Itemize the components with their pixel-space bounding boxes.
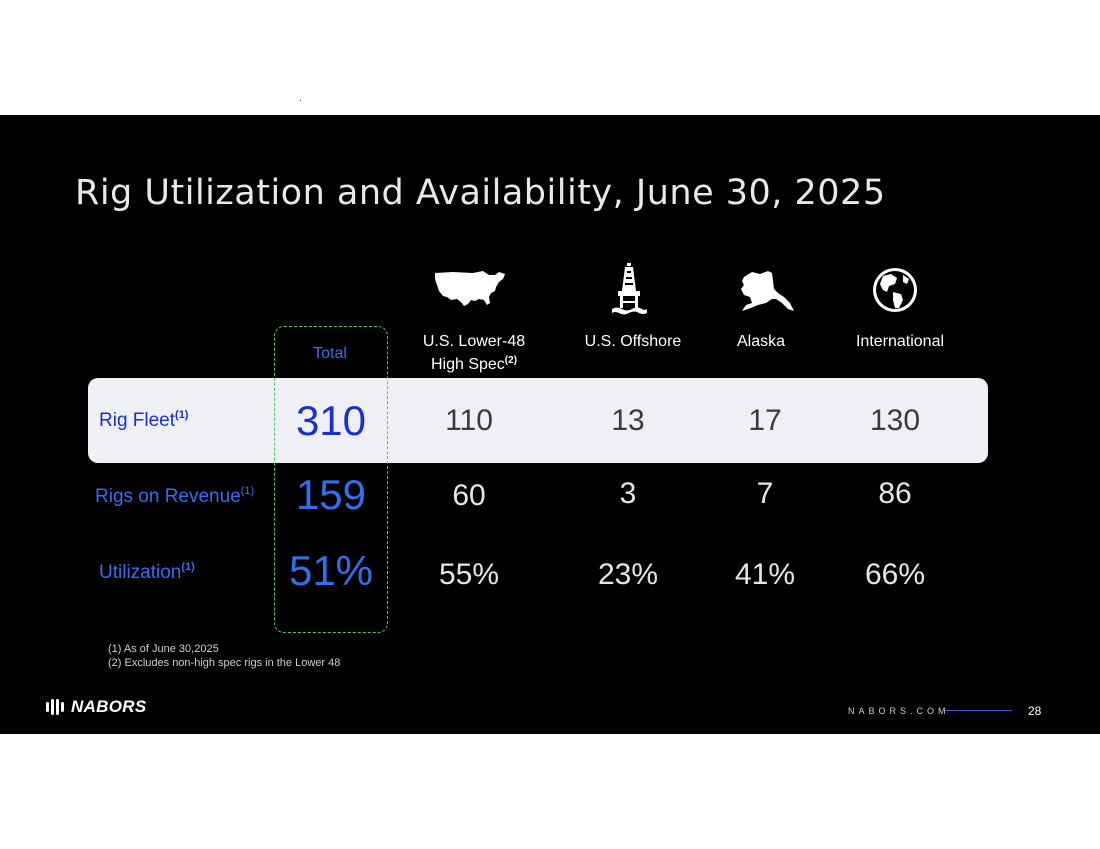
row-label-utilization: Utilization(1) — [99, 561, 195, 584]
column-alaska-header: Alaska — [736, 333, 786, 350]
offshore-rig-icon — [612, 263, 647, 315]
rigs-on-revenue-international: 86 — [878, 477, 912, 510]
utilization-label-text: Utilization — [99, 562, 182, 583]
rigs-on-revenue-label-text: Rigs on Revenue — [95, 486, 241, 507]
footnote-2: (2) Excludes non-high spec rigs in the L… — [108, 657, 341, 669]
globe-icon — [873, 268, 917, 312]
rigs-on-revenue-total: 159 — [295, 471, 367, 518]
alaska-map-icon — [741, 271, 794, 311]
rig-fleet-total: 310 — [295, 397, 367, 444]
utilization-total: 51% — [288, 547, 374, 594]
column-lower48-line1: U.S. Lower-48 — [422, 333, 526, 350]
column-lower48-header: U.S. Lower-48 High Spec(2) — [394, 332, 554, 374]
utilization-international: 66% — [864, 558, 926, 591]
nabors-logo-mark-icon — [46, 699, 64, 715]
utilization-alaska: 41% — [734, 558, 796, 591]
footer-accent-line — [945, 710, 1012, 711]
row-label-rigs-on-revenue: Rigs on Revenue(1) — [95, 485, 254, 508]
footnote-ref: (2) — [504, 355, 518, 366]
nabors-logo: NABORS — [46, 697, 146, 717]
rig-fleet-alaska: 17 — [748, 404, 782, 437]
rig-fleet-label-text: Rig Fleet — [99, 410, 176, 431]
usa-map-icon — [435, 271, 505, 306]
rig-fleet-offshore: 13 — [611, 404, 645, 437]
website-label: NABORS.COM — [848, 706, 950, 716]
column-lower48-line2: High Spec — [430, 356, 505, 373]
rigs-on-revenue-alaska: 7 — [756, 477, 774, 510]
stray-mark — [300, 100, 301, 101]
slide-title: Rig Utilization and Availability, June 3… — [75, 173, 886, 213]
utilization-lower48: 55% — [438, 558, 500, 591]
page-number: 28 — [1028, 704, 1042, 718]
footnote-1: (1) As of June 30,2025 — [108, 643, 219, 655]
row-label-rig-fleet: Rig Fleet(1) — [99, 409, 188, 432]
rigs-on-revenue-offshore: 3 — [619, 477, 637, 510]
total-column-highlight — [274, 326, 388, 633]
footnote-ref: (1) — [181, 561, 195, 573]
utilization-offshore: 23% — [597, 558, 659, 591]
rigs-on-revenue-lower48: 60 — [452, 479, 486, 512]
rig-fleet-international: 130 — [869, 404, 921, 437]
nabors-logo-text: NABORS — [71, 697, 147, 716]
footnote-ref: (1) — [240, 485, 255, 497]
column-total-header: Total — [313, 345, 347, 362]
slide: Rig Utilization and Availability, June 3… — [0, 115, 1100, 734]
rig-fleet-lower48: 110 — [445, 404, 493, 437]
rig-fleet-highlight-band — [88, 378, 988, 463]
column-offshore-header: U.S. Offshore — [584, 333, 682, 350]
column-international-header: International — [855, 333, 945, 350]
footnotes: (1) As of June 30,2025 (2) Excludes non-… — [108, 642, 340, 670]
footnote-ref: (1) — [175, 409, 189, 421]
